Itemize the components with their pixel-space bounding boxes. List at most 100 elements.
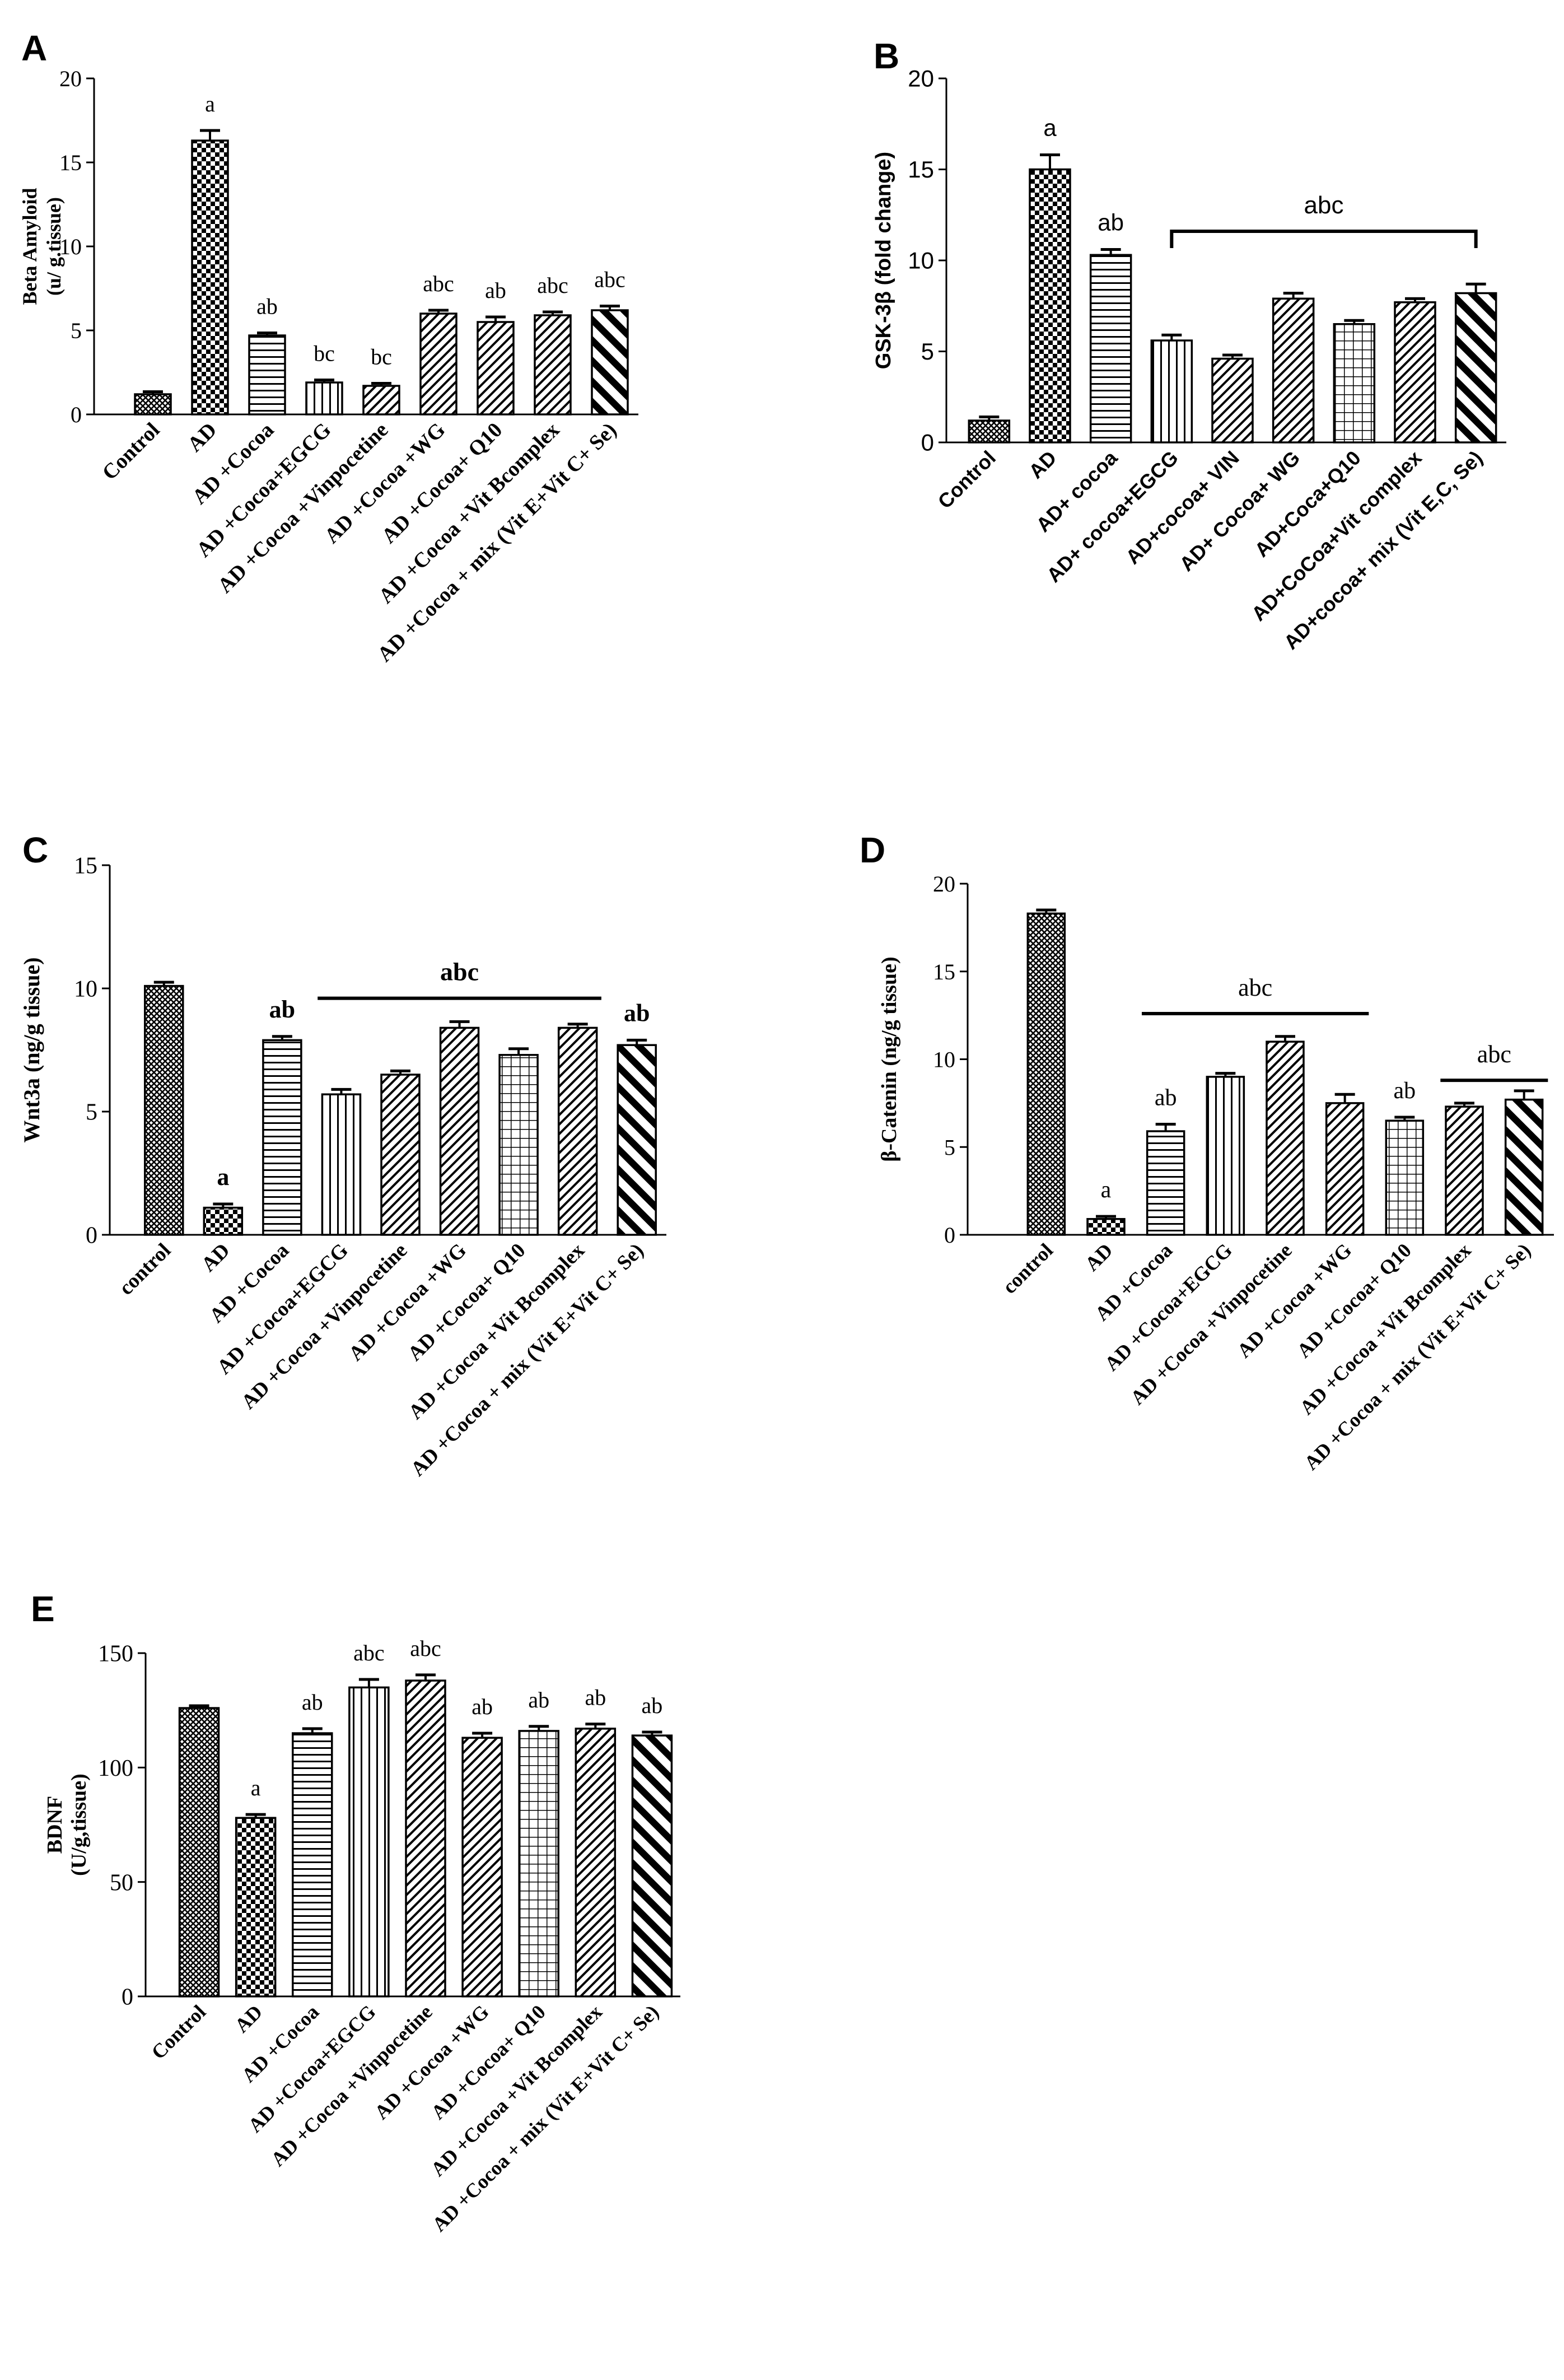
x-category-label: AD+Coca+Q10 — [1250, 446, 1365, 562]
bar — [1206, 1076, 1245, 1236]
bar — [362, 385, 400, 416]
bar — [178, 1707, 220, 1998]
x-category-label: AD — [1024, 446, 1061, 483]
y-tick-label: 15 — [908, 156, 934, 183]
bar — [203, 1206, 244, 1236]
x-category-label: AD+cocoa+ VIN — [1121, 446, 1244, 569]
y-tick-label: 20 — [933, 871, 955, 897]
y-tick-label: 15 — [74, 853, 97, 879]
bar — [1029, 168, 1071, 444]
bar — [518, 1730, 559, 1998]
bar — [1089, 254, 1132, 444]
bar — [235, 1817, 277, 1998]
y-tick-label: 50 — [110, 1870, 133, 1896]
bar-significance-label: a — [1043, 115, 1057, 141]
bar — [461, 1737, 503, 1998]
bar — [1385, 1119, 1425, 1236]
bar-significance-label: bc — [371, 344, 392, 370]
y-tick-label: 10 — [933, 1047, 955, 1072]
bar — [439, 1026, 480, 1236]
bar — [968, 419, 1011, 444]
y-tick-label: 10 — [908, 248, 934, 274]
bar — [591, 309, 629, 416]
bar — [1394, 301, 1436, 444]
y-tick-label: 15 — [933, 959, 955, 984]
bar — [1445, 1105, 1484, 1236]
panel-b-gsk3b: B 0 5 10 15 20 GSK-3β (fold change) Control a AD a… — [872, 36, 1506, 654]
bar — [1333, 323, 1376, 444]
bar-significance-label: ab — [624, 999, 650, 1026]
bar — [348, 1686, 390, 1998]
bar-significance-label: ab — [642, 1693, 663, 1718]
significance-label: abc — [440, 958, 479, 986]
bar — [477, 321, 515, 416]
bar — [1150, 339, 1193, 444]
bar-significance-label: ab — [585, 1685, 606, 1710]
bar — [1086, 1218, 1126, 1236]
y-tick-label: 10 — [74, 977, 97, 1002]
bar — [134, 393, 172, 416]
bar — [1211, 357, 1254, 444]
bar-significance-label: abc — [423, 271, 454, 296]
y-tick-label: 15 — [59, 150, 82, 175]
bar — [534, 314, 572, 416]
bar-significance-label: a — [1101, 1177, 1112, 1203]
bar — [248, 334, 286, 416]
bar — [292, 1732, 333, 1998]
bar-significance-label: ab — [1155, 1085, 1177, 1110]
bar — [631, 1734, 673, 1998]
bar — [557, 1026, 598, 1236]
panel-letter: B — [874, 36, 899, 76]
y-axis-title: (U/g,tissue) — [67, 1774, 91, 1876]
panel-a-beta-amyloid: A 0 5 10 15 20 Beta Amyloid (u/ g.tissue) Contro… — [18, 28, 638, 666]
bar-significance-label: abc — [410, 1636, 441, 1661]
x-category-label: AD — [230, 2000, 267, 2037]
bar — [498, 1054, 539, 1236]
x-category-label: AD +Cocoa+ Q10 — [1292, 1239, 1416, 1362]
bar — [1504, 1098, 1544, 1236]
significance-label: abc — [1238, 974, 1272, 1001]
y-tick-label: 5 — [944, 1135, 955, 1160]
panel-d-beta-catenin: D 0 5 10 15 20 β-Catenin (ng/g tissue) control a… — [860, 830, 1554, 1474]
bar-significance-label: a — [205, 91, 215, 116]
y-tick-label: 20 — [908, 66, 934, 92]
y-tick-label: 150 — [98, 1641, 133, 1667]
y-tick-label: 0 — [921, 430, 934, 456]
bar — [144, 984, 184, 1236]
x-category-label: Control — [147, 2000, 211, 2064]
bar — [1272, 297, 1315, 444]
bar — [1026, 912, 1066, 1236]
bar — [617, 1044, 657, 1236]
bar — [405, 1679, 446, 1998]
y-tick-label: 5 — [921, 338, 934, 365]
bar-significance-label: ab — [471, 1694, 493, 1719]
y-axis-title: GSK-3β (fold change) — [872, 152, 895, 369]
y-axis-title: β-Catenin (ng/g tissue) — [877, 956, 901, 1161]
y-tick-label: 10 — [59, 234, 82, 259]
y-axis-title: BDNF — [43, 1796, 67, 1854]
bar — [1454, 292, 1497, 444]
y-tick-label: 0 — [944, 1222, 955, 1248]
y-tick-label: 0 — [122, 1985, 133, 2010]
x-category-label: Control — [98, 418, 165, 485]
y-tick-label: 20 — [59, 66, 82, 91]
x-category-label: control — [115, 1239, 175, 1299]
y-axis-title: Wnt3a (ng/g tissue) — [19, 957, 44, 1142]
x-category-label: AD — [1081, 1239, 1117, 1275]
bar-significance-label: abc — [353, 1640, 385, 1665]
y-tick-label: 5 — [86, 1100, 97, 1126]
y-tick-label: 100 — [98, 1756, 133, 1781]
bar — [1146, 1130, 1185, 1236]
y-axis-title: Beta Amyloid — [18, 188, 41, 305]
bar-significance-label: ab — [269, 996, 295, 1023]
y-tick-label: 0 — [71, 402, 82, 427]
y-axis-title: (u/ g.tissue) — [43, 197, 65, 296]
bar — [380, 1074, 421, 1236]
bar — [191, 139, 229, 416]
panel-letter: A — [21, 28, 47, 68]
x-category-label: AD +Cocoa +WG — [1232, 1239, 1356, 1362]
bar-significance-label: ab — [1098, 209, 1124, 236]
significance-label: abc — [1477, 1040, 1511, 1068]
bar — [321, 1093, 362, 1236]
